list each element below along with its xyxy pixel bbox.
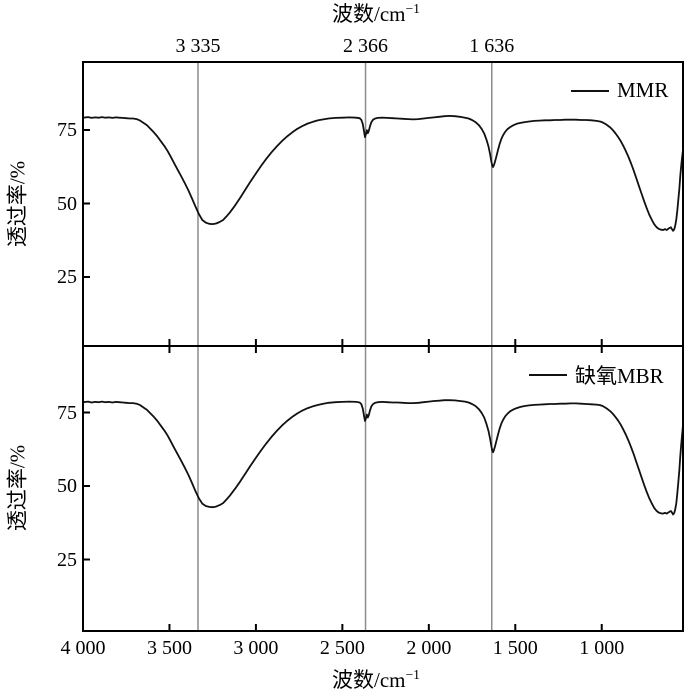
x-tick-label-3000: 3 000 [233,637,279,659]
y-tick-label-panel2-50: 50 [57,475,77,497]
legend-bottom-panel: 缺氧MBR [529,360,664,390]
spectrum-curve-mbr [83,399,683,516]
top-axis-title-sup: −1 [405,1,421,16]
peak-label-1636: 1 636 [469,35,515,57]
legend-top-panel: MMR [571,78,668,103]
bottom-axis-title-text: 波数/cm [331,668,406,692]
bottom-axis-title: 波数/cm−1 [332,668,420,691]
panel-border-top [82,61,684,347]
y-tick-label-panel2-25: 25 [57,548,77,571]
y-tick-label-panel1-25: 25 [57,266,77,288]
legend-label-mbr: 缺氧MBR [575,364,664,388]
legend-line-sample-mmr [571,89,609,92]
y-tick-label-panel1-50: 50 [57,192,77,215]
x-tick-label-2500: 2 500 [319,637,365,659]
x-tick-label-3500: 3 500 [146,637,192,659]
x-tick-label-4000: 4 000 [60,637,106,659]
y-axis-title-top-panel: 透过率/% [5,160,30,248]
x-tick-label-1000: 1 000 [579,637,625,659]
peak-label-2366: 2 366 [343,35,389,57]
y-tick-label-panel1-75: 75 [57,119,77,141]
y-axis-title-bottom-panel: 透过率/% [5,444,30,532]
legend-line-sample-mbr [529,374,567,376]
peak-label-3335: 3 335 [175,35,221,57]
x-tick-label-1500: 1 500 [492,637,538,659]
x-tick-label-2000: 2 000 [406,637,452,659]
spectrum-curve-mmr [83,115,683,232]
y-tick-label-panel2-75: 75 [57,401,77,424]
panel-border-bottom [82,345,684,632]
legend-label-mmr: MMR [617,78,669,102]
top-axis-title: 波数/cm−1 [332,2,420,25]
top-axis-title-text: 波数/cm [331,2,406,26]
bottom-axis-title-sup: −1 [405,667,421,682]
